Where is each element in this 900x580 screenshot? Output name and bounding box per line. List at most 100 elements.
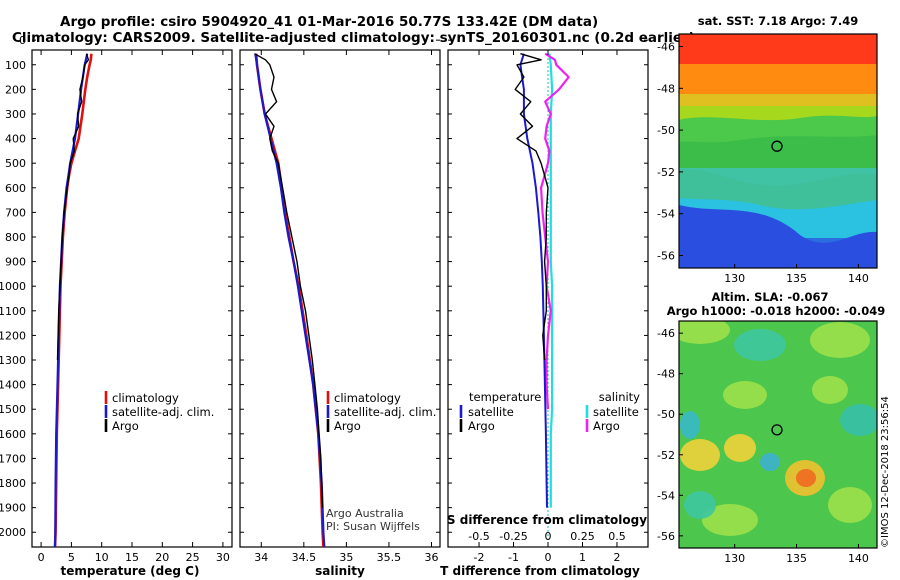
sla-blob [760, 453, 780, 471]
sst-map-frame [678, 33, 878, 269]
sla-blob [702, 504, 758, 536]
sla-blob [812, 376, 848, 404]
sla-profile-marker [771, 424, 783, 436]
salinity-x-tick-label: 36 [424, 551, 438, 564]
sla-blob [723, 381, 767, 409]
salinity-x-tick-label: 35.5 [377, 551, 402, 564]
sla-blob [679, 321, 730, 344]
title-line-2: Climatology: CARS2009. Satellite-adjuste… [12, 30, 695, 46]
salinity-x-ticks: 34 34.5 35 35.5 36 [254, 50, 438, 564]
temperature-x-tick-label: 10 [95, 551, 109, 564]
legend-label-satellite: satellite-adj. clim. [334, 405, 436, 419]
map-y-tick-label: -50 [657, 408, 675, 421]
depth-tick-label: 0 [19, 34, 26, 47]
temperature-x-tick-label: 5 [68, 551, 75, 564]
legend-label-argo: Argo [112, 419, 139, 433]
legend-label-satellite: satellite-adj. clim. [112, 405, 214, 419]
legend-label-t-satellite: satellite [468, 405, 514, 419]
temperature-panel [31, 49, 233, 548]
map-y-tick-label: -48 [657, 368, 675, 381]
s-diff-tick-label: 0.5 [608, 530, 626, 543]
map-y-tick-label: -50 [657, 124, 675, 137]
t-satellite-diff-line [519, 53, 548, 508]
map-x-tick-label: 130 [724, 552, 745, 565]
legend-label-climatology: climatology [334, 391, 401, 405]
depth-tick-label: 500 [5, 157, 26, 170]
sst-map-ticks: 130 135 140 -46 -48 -50 -52 -54 -56 [657, 41, 869, 285]
map-y-tick-label: -46 [657, 327, 675, 340]
depth-tick-label: 900 [5, 256, 26, 269]
map-y-tick-label: -46 [657, 41, 675, 54]
s-difference-label: S difference from climatology [447, 513, 647, 527]
depth-tick-label: 2000 [0, 526, 26, 539]
difference-series [514, 50, 570, 547]
salinity-x-tick-label: 34 [254, 551, 268, 564]
sst-band [679, 64, 877, 94]
sst-band [679, 94, 877, 106]
s-diff-tick-label: 0 [545, 530, 552, 543]
depth-tick-label: 1300 [0, 354, 26, 367]
difference-s-ticks: -0.5 -0.25 0 0.25 0.5 [468, 530, 625, 543]
legend-head-salinity: salinity [599, 390, 640, 404]
sla-blob [734, 329, 786, 361]
temperature-x-tick-label: 25 [186, 551, 200, 564]
depth-tick-label: 1900 [0, 502, 26, 515]
depth-tick-label: 1100 [0, 305, 26, 318]
map-y-tick-label: -54 [657, 208, 675, 221]
title-line-1: Argo profile: csiro 5904920_41 01-Mar-20… [60, 14, 598, 30]
s-diff-tick-label: -0.25 [499, 530, 527, 543]
sla-map-frame [678, 320, 878, 549]
s-argo-diff-line [539, 52, 570, 410]
difference-legend: temperature salinity satellite Argo sate… [459, 390, 640, 433]
sst-cold-region [679, 205, 877, 268]
temperature-argo-line [56, 53, 90, 361]
salinity-argo-line [254, 53, 324, 508]
salinity-series [254, 53, 326, 547]
depth-tick-label: 1000 [0, 280, 26, 293]
salinity-panel [239, 49, 441, 548]
difference-xlabel: T difference from climatology [440, 564, 640, 578]
sla-map-title-1: Altim. SLA: -0.067 [711, 290, 828, 304]
t-argo-diff-line [514, 53, 549, 361]
sst-green-region [679, 115, 877, 143]
depth-tick-label: 1400 [0, 379, 26, 392]
map-x-tick-label: 130 [724, 272, 745, 285]
sla-blob [828, 487, 872, 523]
credit-line-1: Argo Australia [326, 507, 404, 520]
temperature-x-ticks: 0 5 10 15 20 25 30 [38, 50, 230, 564]
difference-x-tick-label: -1 [508, 551, 519, 564]
temperature-x-tick-label: 30 [216, 551, 230, 564]
map-y-tick-label: -54 [657, 489, 675, 502]
legend-label-argo: Argo [334, 419, 361, 433]
salinity-legend: climatology satellite-adj. clim. Argo [326, 391, 436, 433]
sla-blob [680, 439, 720, 471]
map-x-tick-label: 140 [848, 552, 869, 565]
difference-x-tick-label: 2 [613, 551, 620, 564]
sst-profile-marker [771, 140, 783, 152]
temperature-xlabel: temperature (deg C) [61, 564, 200, 578]
sla-map-title-2: Argo h1000: -0.018 h2000: -0.049 [667, 304, 886, 318]
temperature-legend: climatology satellite-adj. clim. Argo [104, 391, 214, 433]
temperature-x-tick-label: 20 [155, 551, 169, 564]
sla-blob [810, 322, 870, 358]
depth-tick-label: 1500 [0, 403, 26, 416]
salinity-satellite-line [254, 53, 326, 547]
legend-label-s-satellite: satellite [593, 405, 639, 419]
depth-tick-label: 200 [5, 83, 26, 96]
map-x-tick-label: 135 [786, 552, 807, 565]
depth-tick-label: 600 [5, 182, 26, 195]
depth-tick-label: 800 [5, 231, 26, 244]
sla-blob [796, 469, 816, 487]
depth-tick-label: 300 [5, 108, 26, 121]
s-satellite-diff-line [548, 53, 554, 508]
sst-band [679, 34, 877, 64]
map-y-tick-label: -52 [657, 449, 675, 462]
legend-label-climatology: climatology [112, 391, 179, 405]
salinity-x-tick-label: 34.5 [292, 551, 317, 564]
sla-blob [724, 434, 756, 462]
depth-tick-label: 1200 [0, 329, 26, 342]
s-diff-tick-label: 0.25 [570, 530, 595, 543]
depth-tick-label: 1800 [0, 477, 26, 490]
difference-t-ticks: -2 -1 0 1 2 [474, 50, 620, 564]
